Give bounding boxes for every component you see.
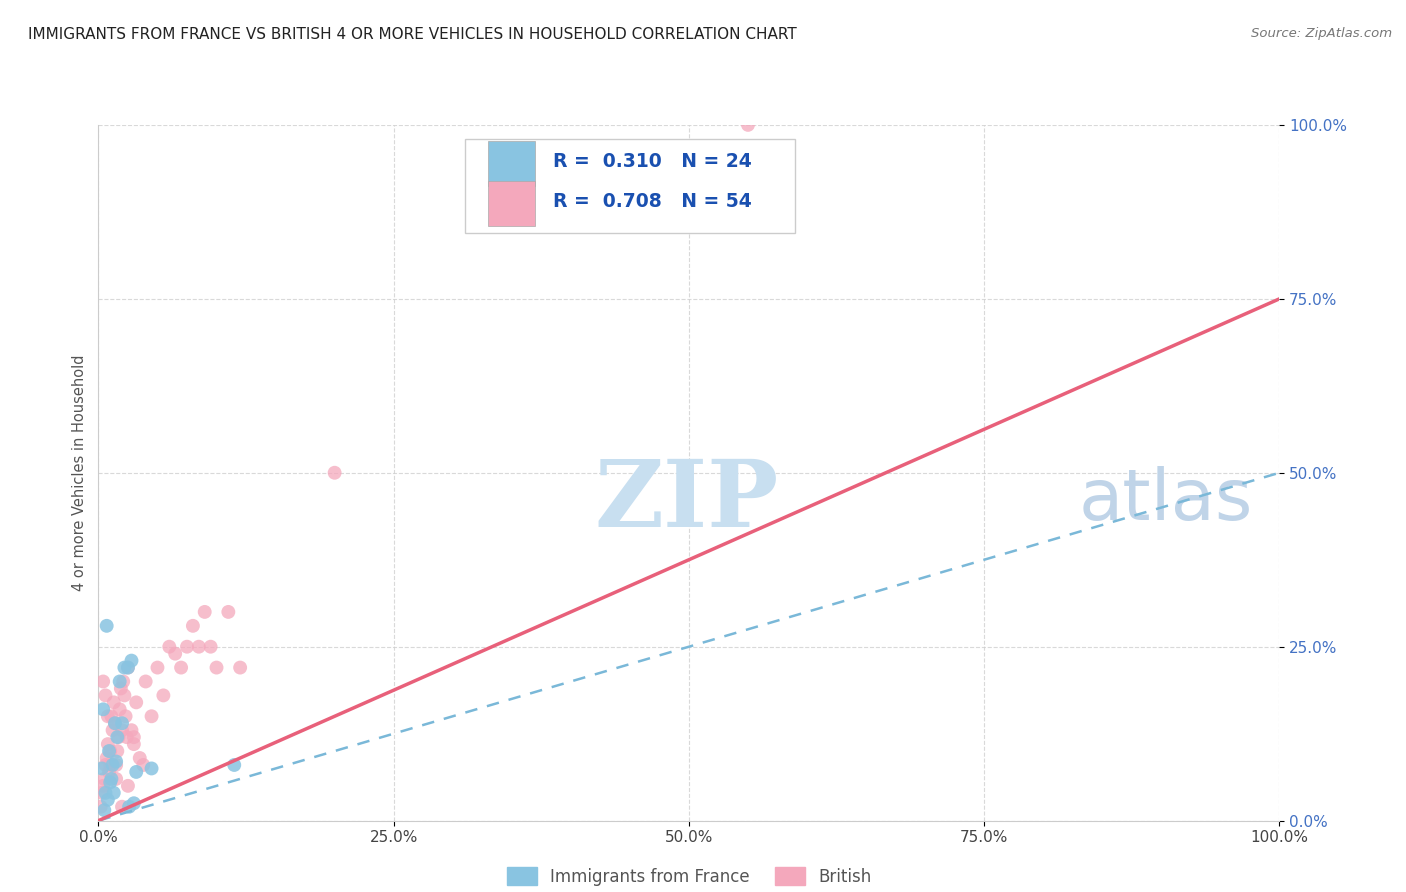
Point	[737, 118, 759, 132]
Text: Source: ZipAtlas.com: Source: ZipAtlas.com	[1251, 27, 1392, 40]
Point	[125, 764, 148, 779]
Point	[108, 674, 131, 689]
Point	[112, 660, 135, 674]
FancyBboxPatch shape	[464, 139, 796, 233]
Point	[117, 779, 139, 793]
Point	[111, 723, 134, 738]
Point	[141, 761, 163, 775]
Point	[187, 640, 209, 654]
Point	[111, 799, 134, 814]
Point	[122, 737, 145, 751]
Point	[194, 605, 217, 619]
Point	[112, 674, 135, 689]
Point	[118, 799, 141, 814]
Point	[97, 709, 120, 723]
Point	[96, 751, 118, 765]
Text: IMMIGRANTS FROM FRANCE VS BRITISH 4 OR MORE VEHICLES IN HOUSEHOLD CORRELATION CH: IMMIGRANTS FROM FRANCE VS BRITISH 4 OR M…	[28, 27, 797, 42]
Point	[323, 466, 346, 480]
Point	[90, 799, 112, 814]
Point	[165, 647, 187, 661]
Point	[121, 723, 143, 738]
Point	[91, 761, 114, 775]
Point	[170, 660, 193, 674]
Legend: Immigrants from France, British: Immigrants from France, British	[501, 861, 877, 892]
Point	[105, 755, 128, 769]
Point	[103, 695, 125, 709]
Point	[105, 730, 128, 744]
Point	[108, 702, 131, 716]
Point	[94, 786, 117, 800]
Point	[105, 772, 128, 786]
Point	[205, 660, 228, 674]
Point	[107, 730, 129, 744]
Point	[98, 758, 121, 772]
Point	[110, 681, 132, 696]
Point	[111, 716, 134, 731]
FancyBboxPatch shape	[488, 180, 536, 226]
Point	[200, 640, 222, 654]
Point	[97, 793, 120, 807]
Point	[176, 640, 198, 654]
Point	[91, 779, 114, 793]
FancyBboxPatch shape	[488, 141, 536, 186]
Point	[224, 758, 246, 772]
Point	[94, 689, 117, 703]
Point	[152, 689, 174, 703]
Point	[117, 660, 139, 674]
Point	[105, 758, 128, 772]
Point	[101, 758, 124, 772]
Point	[135, 674, 157, 689]
Point	[93, 803, 115, 817]
Point	[97, 737, 120, 751]
Point	[103, 786, 125, 800]
Point	[101, 723, 124, 738]
Point	[96, 619, 118, 633]
Point	[98, 775, 121, 789]
Point	[100, 709, 122, 723]
Point	[121, 654, 143, 668]
Point	[117, 660, 139, 674]
Point	[128, 751, 150, 765]
Point	[91, 786, 114, 800]
Point	[100, 772, 122, 786]
Point	[217, 605, 239, 619]
Point	[94, 758, 117, 772]
Point	[132, 758, 155, 772]
Point	[229, 660, 252, 674]
Point	[91, 674, 114, 689]
Point	[98, 744, 121, 758]
Y-axis label: 4 or more Vehicles in Household: 4 or more Vehicles in Household	[72, 354, 87, 591]
Point	[104, 716, 127, 731]
Text: R =  0.310   N = 24: R = 0.310 N = 24	[553, 153, 752, 171]
Point	[98, 744, 121, 758]
Text: ZIP: ZIP	[595, 456, 779, 546]
Point	[122, 796, 145, 810]
Point	[105, 744, 128, 758]
Text: atlas: atlas	[1078, 467, 1253, 535]
Point	[91, 702, 114, 716]
Point	[93, 772, 115, 786]
Point	[125, 695, 148, 709]
Point	[104, 716, 127, 731]
Point	[112, 689, 135, 703]
Point	[181, 619, 204, 633]
Point	[122, 730, 145, 744]
Point	[114, 709, 136, 723]
Point	[98, 764, 121, 779]
Text: R =  0.708   N = 54: R = 0.708 N = 54	[553, 192, 752, 211]
Point	[141, 709, 163, 723]
Point	[146, 660, 169, 674]
Point	[115, 730, 138, 744]
Point	[157, 640, 180, 654]
